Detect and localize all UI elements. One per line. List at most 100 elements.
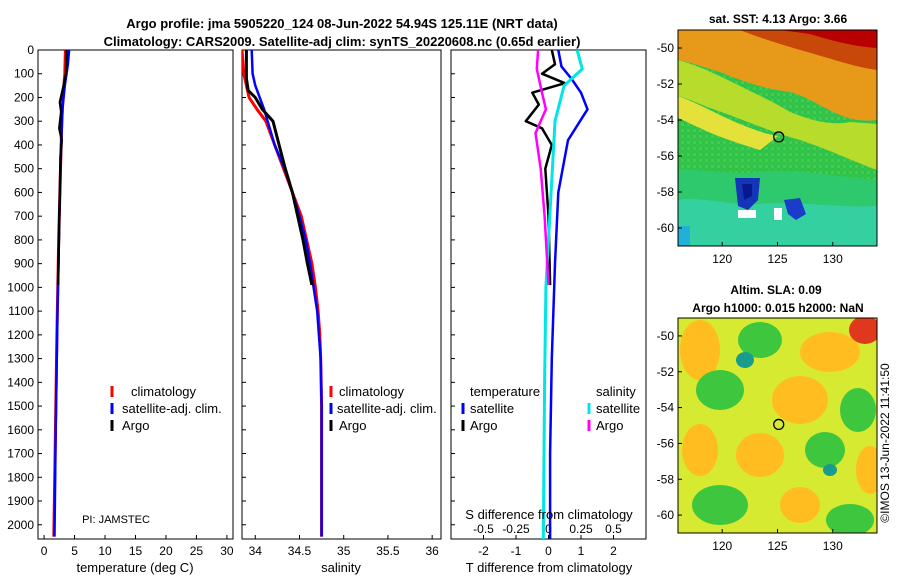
argo-line — [56, 50, 68, 286]
legend-t-satellite-label: satellite — [470, 401, 514, 416]
legend-satellite-label: satellite-adj. clim. — [122, 401, 222, 416]
depth-tick-label: 1100 — [8, 304, 34, 318]
sst-map-title: sat. SST: 4.13 Argo: 3.66 — [709, 12, 848, 26]
depth-tick-label: 700 — [14, 209, 34, 223]
lat-tick-label: -52 — [657, 365, 675, 379]
depth-tick-label: 1700 — [7, 447, 34, 461]
lon-tick-label: 125 — [767, 252, 787, 266]
sst-argo-location-marker — [773, 131, 785, 143]
lat-tick-label: -60 — [657, 508, 675, 522]
depth-tick-label: 2000 — [7, 518, 34, 532]
salinity-xlabel: salinity — [321, 560, 361, 575]
lat-tick-label: -56 — [657, 436, 675, 450]
x-tick-label: 34 — [249, 544, 263, 558]
lat-tick-label: -52 — [657, 77, 675, 91]
salinity-plot-area — [241, 49, 442, 540]
s-satellite-diff-line — [541, 50, 584, 539]
depth-tick-label: 0 — [27, 43, 34, 57]
x-tick-label: 0 — [545, 544, 552, 558]
lat-tick-label: -54 — [657, 401, 675, 415]
t-difference-x-axis: -2 -1 0 1 2 — [478, 535, 617, 558]
lat-tick-label: -50 — [657, 41, 675, 55]
depth-tick-label: 1200 — [7, 328, 34, 342]
depth-tick-label: 100 — [14, 67, 34, 81]
depth-tick-label: 200 — [14, 90, 34, 104]
lat-tick-label: -58 — [657, 472, 675, 486]
x-tick-label: -2 — [478, 544, 489, 558]
temperature-xlabel: temperature (deg C) — [76, 560, 193, 575]
argo-line — [244, 50, 314, 286]
temperature-x-axis: 0 5 10 15 20 25 30 — [41, 535, 234, 558]
difference-series — [524, 50, 589, 539]
lat-tick-label: -56 — [657, 149, 675, 163]
sla-map-title-2: Argo h1000: 0.015 h2000: NaN — [692, 301, 863, 315]
difference-plot-area — [450, 49, 647, 540]
legend-satellite-label: satellite-adj. clim. — [337, 401, 437, 416]
legend-temperature-title: temperature — [470, 384, 540, 399]
lon-tick-label: 125 — [767, 539, 787, 553]
title-line-2: Climatology: CARS2009. Satellite-adj cli… — [104, 34, 581, 49]
lon-tick-label: 120 — [712, 252, 732, 266]
depth-tick-label: 1500 — [7, 399, 34, 413]
lat-tick-label: -60 — [657, 221, 675, 235]
t-satellite-diff-line — [548, 50, 589, 539]
s-diff-tick-label: -0.25 — [502, 522, 530, 536]
x-tick-label: 30 — [220, 544, 234, 558]
sla-map-title-1: Altim. SLA: 0.09 — [730, 283, 822, 297]
legend-climatology-label: climatology — [131, 384, 197, 399]
salinity-legend: climatology satellite-adj. clim. Argo — [329, 384, 437, 433]
depth-tick-label: 1300 — [7, 352, 34, 366]
legend-argo-label: Argo — [122, 418, 149, 433]
depth-tick-label: 500 — [14, 162, 34, 176]
x-tick-label: 36 — [425, 544, 439, 558]
s-diff-tick-label: -0.5 — [473, 522, 494, 536]
legend-climatology-label: climatology — [339, 384, 405, 399]
depth-tick-label: 1000 — [7, 280, 34, 294]
depth-tick-label: 1900 — [7, 494, 34, 508]
x-tick-label: 2 — [610, 544, 617, 558]
temperature-legend: climatology satellite-adj. clim. Argo — [110, 384, 222, 433]
depth-tick-label: 800 — [14, 233, 34, 247]
lat-tick-label: -50 — [657, 329, 675, 343]
depth-tick-label: 900 — [14, 257, 34, 271]
t-argo-diff-line — [524, 50, 567, 286]
depth-tick-label: 1600 — [7, 423, 34, 437]
depth-tick-label: 400 — [14, 138, 34, 152]
lon-tick-label: 120 — [712, 539, 732, 553]
lat-tick-label: -54 — [657, 113, 675, 127]
depth-tick-label: 1800 — [7, 470, 34, 484]
salinity-series — [242, 50, 324, 537]
depth-axis: 0 100 200 300 400 500 600 700 800 900 1000 1100 1200… — [7, 43, 455, 532]
legend-s-satellite-label: satellite — [596, 401, 640, 416]
temperature-series — [52, 50, 71, 537]
salinity-x-axis: 34 34.5 35 35.5 36 — [249, 535, 439, 558]
depth-tick-label: 1400 — [7, 375, 34, 389]
sla-argo-location-marker — [773, 418, 785, 431]
x-tick-label: 35 — [337, 544, 351, 558]
legend-s-argo-label: Argo — [596, 418, 623, 433]
depth-tick-label: 300 — [14, 114, 34, 128]
satellite-adj-clim-line — [250, 50, 323, 537]
title-line-1: Argo profile: jma 5905220_124 08-Jun-202… — [126, 16, 557, 31]
depth-tick-label: 600 — [14, 185, 34, 199]
x-tick-label: -1 — [511, 544, 522, 558]
x-tick-label: 20 — [159, 544, 173, 558]
sla-map — [678, 318, 877, 533]
t-difference-xlabel: T difference from climatology — [466, 560, 633, 575]
legend-salinity-title: salinity — [596, 384, 636, 399]
temperature-plot-area — [37, 49, 234, 540]
x-tick-label: 15 — [129, 544, 143, 558]
x-tick-label: 25 — [190, 544, 204, 558]
difference-legend: temperature satellite Argo salinity sate… — [461, 384, 640, 433]
legend-t-argo-label: Argo — [470, 418, 497, 433]
x-tick-label: 0 — [41, 544, 48, 558]
lon-tick-label: 130 — [823, 539, 843, 553]
sst-map-axes: 120 125 130 -50 -52 -54 -56 -58 -60 — [657, 41, 843, 266]
s-difference-xlabel: S difference from climatology — [465, 507, 633, 522]
s-difference-x-axis: -0.5 -0.25 0 0.25 0.5 — [473, 522, 622, 536]
x-tick-label: 34.5 — [288, 544, 312, 558]
copyright-timestamp: ©IMOS 13-Jun-2022 11:41:50 — [878, 363, 892, 523]
pi-label: PI: JAMSTEC — [82, 514, 150, 526]
s-diff-tick-label: 0.25 — [569, 522, 593, 536]
